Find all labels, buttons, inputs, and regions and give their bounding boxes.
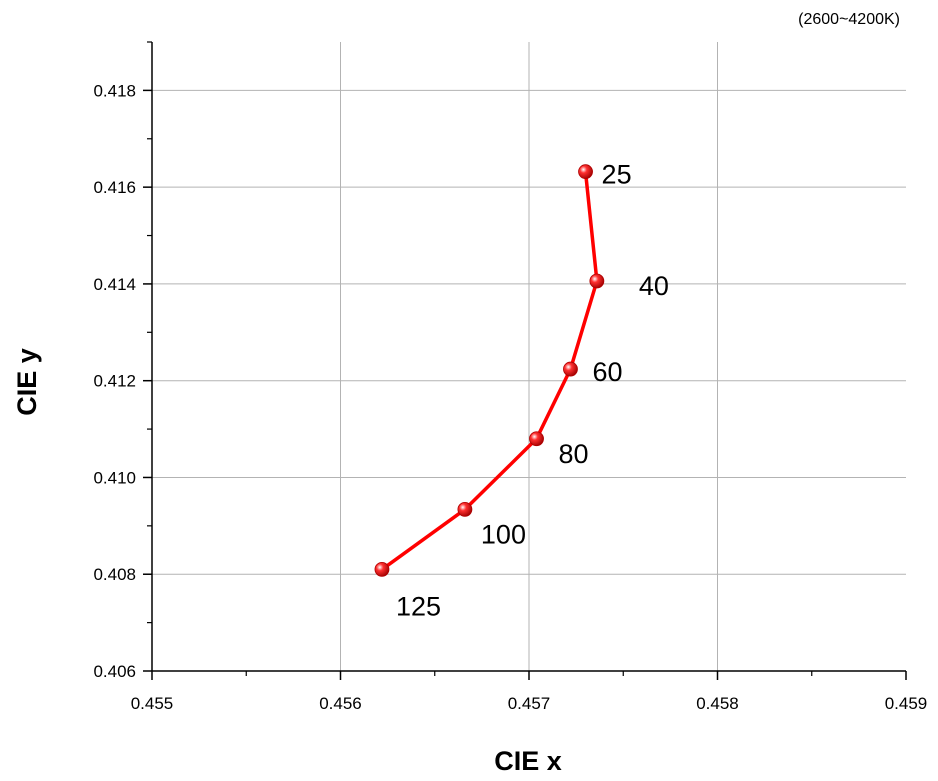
x-tick-label: 0.458 — [696, 694, 739, 713]
point-labels: 25 40 60 80 100 125 — [396, 160, 669, 622]
x-axis-title: CIE x — [494, 746, 562, 776]
point-label: 80 — [559, 439, 589, 469]
x-tick-label: 0.455 — [131, 694, 174, 713]
data-point — [457, 501, 473, 517]
data-point — [529, 431, 544, 447]
point-label: 125 — [396, 591, 441, 621]
data-point — [374, 561, 390, 577]
y-tick-label: 0.406 — [93, 662, 136, 681]
y-axis-title: CIE y — [12, 348, 42, 416]
x-tick-label: 0.459 — [885, 694, 928, 713]
series-line — [380, 171, 599, 571]
grid — [152, 42, 906, 671]
y-tick-label: 0.412 — [93, 372, 136, 391]
point-label: 40 — [639, 271, 669, 301]
data-point — [578, 164, 593, 180]
data-series — [374, 164, 605, 577]
y-tick-label: 0.416 — [93, 178, 136, 197]
axes: 0.455 0.456 0.457 0.458 0.459 0.406 0.408 0.410… — [93, 41, 928, 713]
point-label: 100 — [481, 519, 526, 549]
y-tick-label: 0.414 — [93, 275, 136, 294]
y-tick-label: 0.408 — [93, 565, 136, 584]
x-tick-label: 0.457 — [508, 694, 551, 713]
point-label: 60 — [592, 357, 622, 387]
data-point — [563, 361, 578, 377]
y-tick-label: 0.418 — [93, 81, 136, 100]
y-tick-label: 0.410 — [93, 468, 136, 487]
x-tick-label: 0.456 — [319, 694, 362, 713]
point-label: 25 — [602, 160, 632, 190]
chart-note: (2600~4200K) — [798, 11, 900, 28]
data-point — [589, 273, 605, 289]
